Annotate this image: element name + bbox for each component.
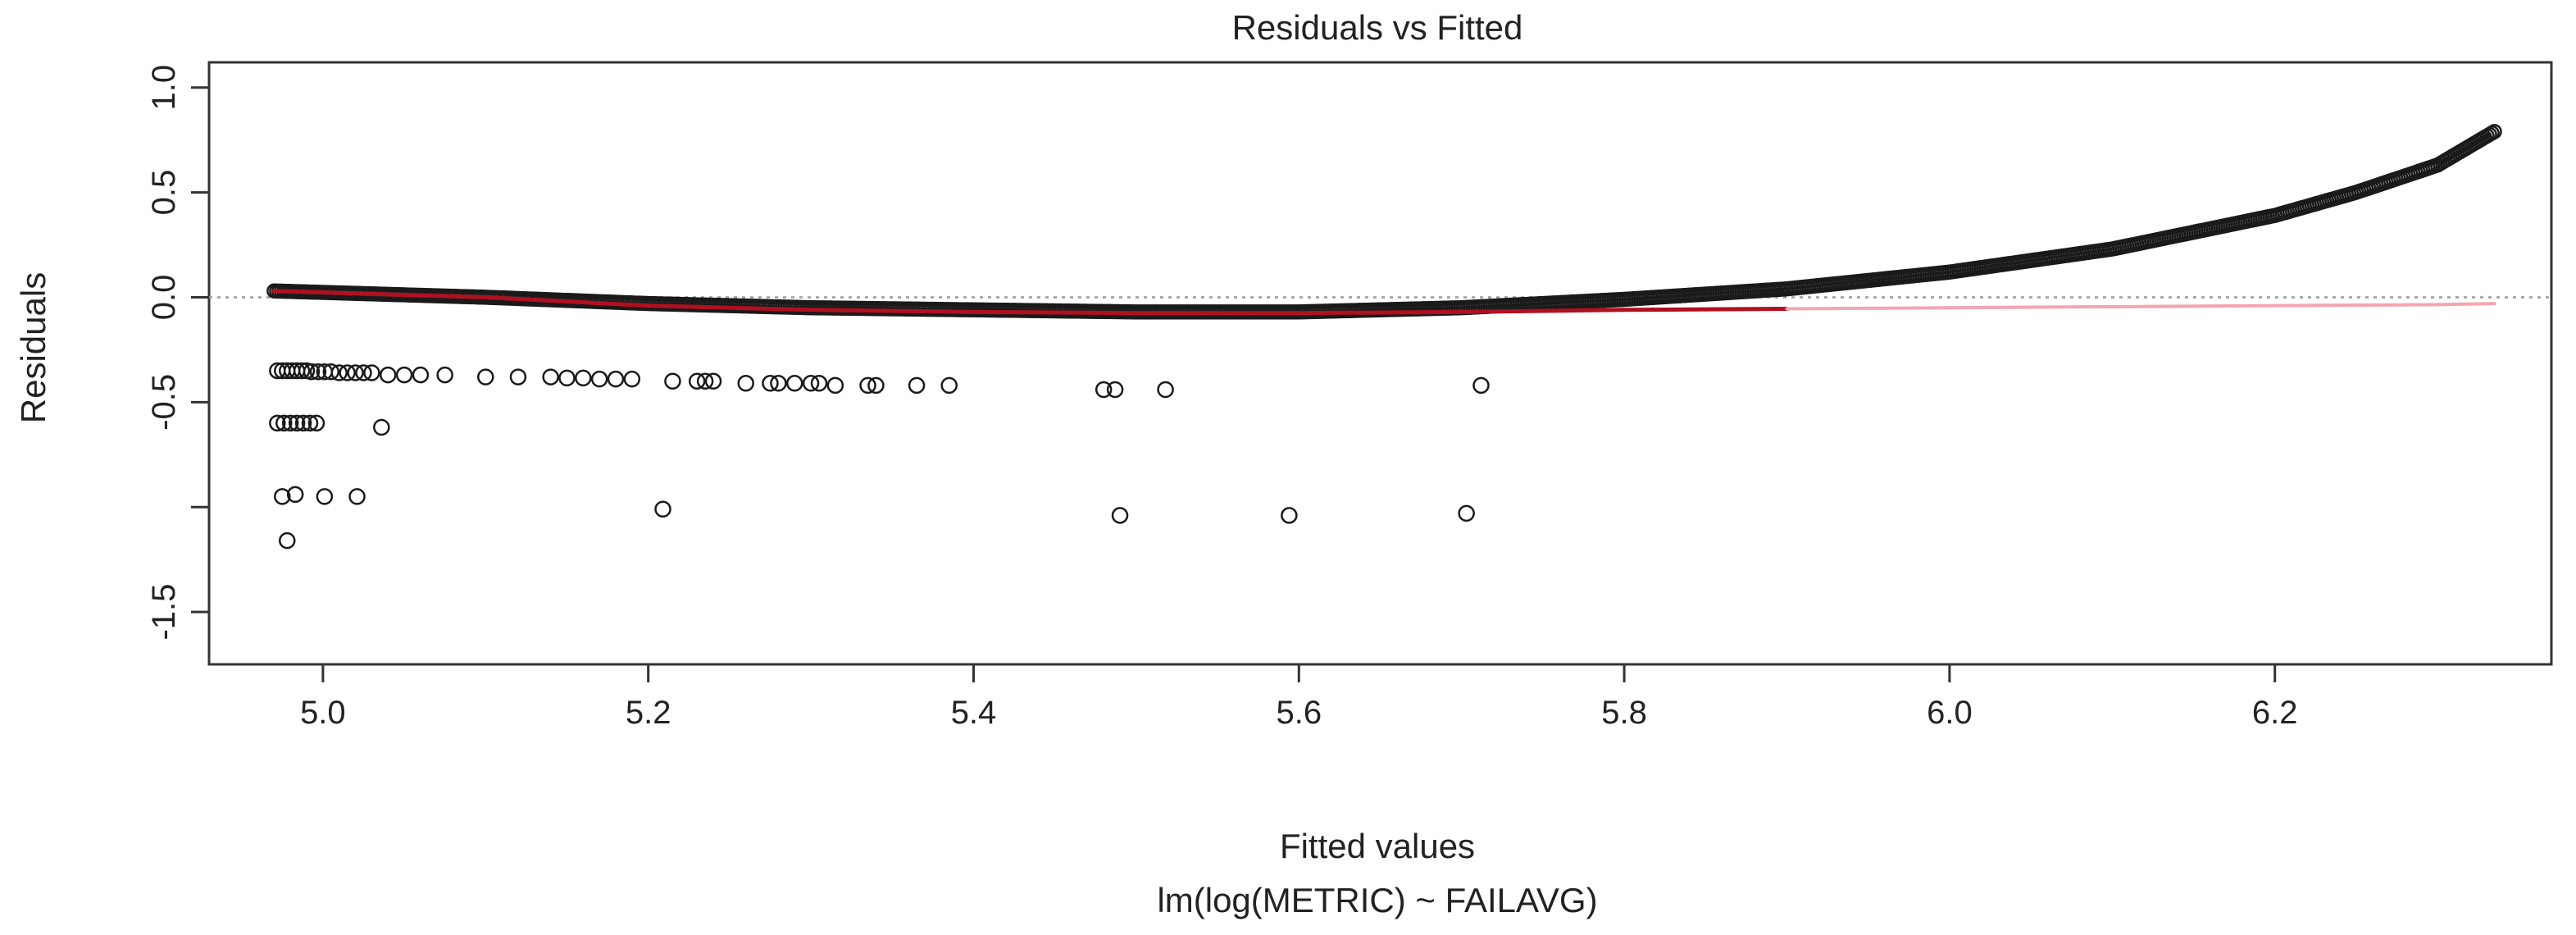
scatter-point bbox=[1157, 381, 1174, 399]
x-axis-label: Fitted values bbox=[1280, 827, 1475, 865]
scatter-point bbox=[293, 362, 311, 380]
scatter-point bbox=[275, 414, 293, 432]
scatter-point bbox=[322, 363, 340, 381]
scatter-point bbox=[278, 531, 296, 550]
scatter-point bbox=[607, 370, 625, 388]
scatter-point bbox=[826, 376, 844, 395]
scatter-point bbox=[477, 368, 494, 385]
scatter-point bbox=[575, 369, 592, 387]
scatter-point bbox=[288, 414, 306, 432]
scatter-point bbox=[654, 500, 671, 518]
plot-frame bbox=[207, 61, 2553, 666]
scatter-point bbox=[558, 369, 576, 387]
scatter-point bbox=[379, 366, 397, 384]
scatter-point bbox=[347, 364, 364, 381]
x-axis: 5.0 5.2 5.4 5.6 5.8 6.0 6.2 bbox=[300, 664, 2298, 731]
scatter-point bbox=[696, 372, 714, 390]
dense-curve-points bbox=[266, 124, 2502, 320]
smooth-line-segment bbox=[1459, 308, 1627, 314]
x-tick-label: 6.0 bbox=[1927, 695, 1973, 731]
scatter-point bbox=[363, 364, 380, 381]
smooth-line bbox=[271, 289, 2496, 316]
x-tick-label: 5.2 bbox=[626, 695, 671, 731]
smooth-line-segment bbox=[2436, 302, 2496, 307]
scatter-point bbox=[810, 375, 828, 392]
scatter-point bbox=[307, 414, 325, 432]
scatter-point bbox=[274, 488, 291, 505]
scatter-point bbox=[294, 414, 312, 432]
curve-point bbox=[2487, 124, 2502, 139]
scatter-point bbox=[940, 376, 958, 395]
x-tick-label: 5.6 bbox=[1276, 695, 1322, 731]
scatter-point bbox=[269, 414, 286, 432]
scatter-point bbox=[303, 363, 321, 381]
scatter-point bbox=[1106, 381, 1124, 399]
scatter-points bbox=[269, 362, 1490, 550]
y-tick-label: 1.0 bbox=[146, 65, 182, 111]
x-tick-label: 5.0 bbox=[300, 695, 346, 731]
chart-subtitle: lm(log(METRIC) ~ FAILAVG) bbox=[1157, 881, 1597, 919]
scatter-point bbox=[859, 376, 876, 395]
scatter-point bbox=[301, 414, 319, 432]
y-axis-label: Residuals bbox=[14, 272, 52, 423]
scatter-point bbox=[688, 372, 706, 390]
scatter-point bbox=[395, 366, 413, 384]
y-tick-label: 0.0 bbox=[146, 275, 182, 321]
y-tick-label: -0.5 bbox=[146, 374, 182, 431]
x-tick-label: 5.4 bbox=[951, 695, 997, 731]
scatter-point bbox=[436, 366, 453, 384]
scatter-point bbox=[1095, 381, 1113, 399]
y-tick-label: -1.5 bbox=[146, 584, 182, 641]
scatter-point bbox=[623, 370, 641, 388]
smooth-line-segment bbox=[2110, 303, 2277, 308]
smooth-line-segment bbox=[2273, 303, 2440, 308]
x-tick-label: 6.2 bbox=[2252, 695, 2298, 731]
smooth-line-segment bbox=[483, 294, 651, 308]
scatter-point bbox=[348, 488, 366, 505]
scatter-point bbox=[867, 376, 885, 395]
scatter-point bbox=[355, 364, 372, 381]
scatter-point bbox=[770, 375, 787, 392]
scatter-point bbox=[1458, 504, 1475, 522]
x-tick-label: 5.8 bbox=[1601, 695, 1647, 731]
scatter-point bbox=[1281, 507, 1298, 524]
scatter-point bbox=[542, 368, 559, 385]
scatter-point bbox=[786, 375, 803, 392]
scatter-point bbox=[286, 486, 304, 504]
scatter-point bbox=[802, 375, 820, 392]
scatter-point bbox=[908, 376, 926, 395]
scatter-point bbox=[330, 364, 348, 381]
scatter-point bbox=[1111, 507, 1129, 524]
scatter-point bbox=[339, 364, 356, 381]
smooth-line-segment bbox=[1622, 307, 1790, 312]
smooth-line-segment bbox=[808, 308, 976, 314]
scatter-point bbox=[590, 370, 608, 388]
scatter-point bbox=[316, 488, 334, 505]
scatter-point bbox=[281, 414, 299, 432]
chart-title: Residuals vs Fitted bbox=[1232, 8, 1523, 47]
scatter-point bbox=[509, 368, 527, 385]
scatter-point bbox=[373, 418, 390, 436]
scatter-point bbox=[309, 363, 327, 381]
smooth-line-segment bbox=[271, 289, 488, 299]
scatter-point bbox=[737, 375, 754, 392]
scatter-point bbox=[412, 366, 430, 384]
smooth-line-segment bbox=[1947, 304, 2114, 310]
scatter-point bbox=[1472, 376, 1490, 395]
y-axis: 1.0 0.5 0.0 -0.5 -1.5 bbox=[146, 65, 209, 641]
smooth-line-segment bbox=[646, 303, 813, 312]
y-tick-label: 0.5 bbox=[146, 170, 182, 216]
scatter-point bbox=[762, 375, 779, 392]
scatter-point bbox=[704, 372, 722, 390]
scatter-point bbox=[664, 372, 681, 390]
